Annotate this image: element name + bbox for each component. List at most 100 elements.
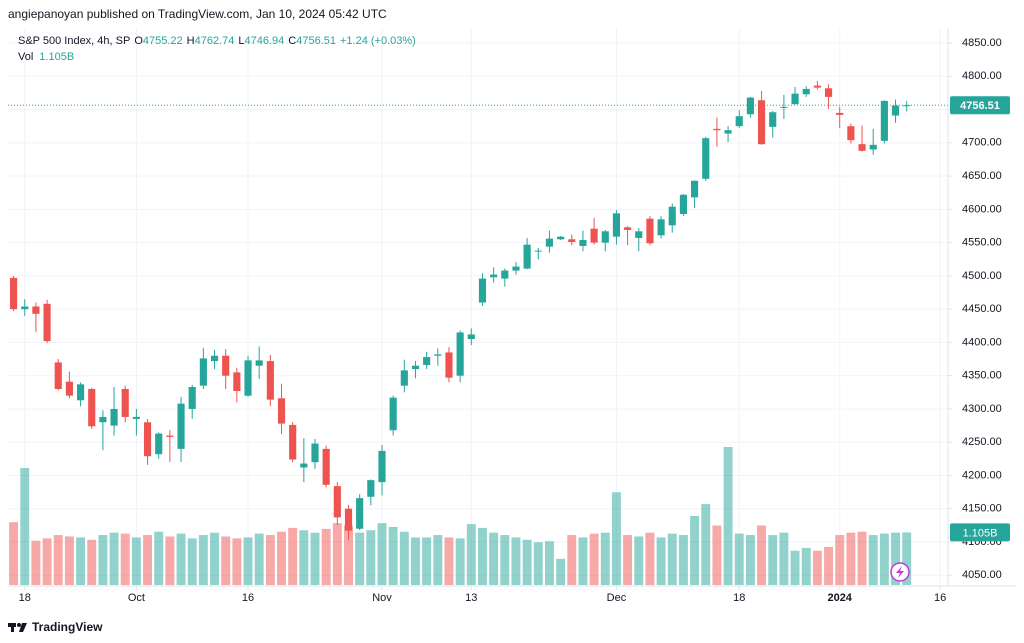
- candle-body: [612, 213, 621, 237]
- x-tick-label: 18: [19, 592, 31, 604]
- candle-body: [378, 450, 386, 483]
- candle-body: [478, 278, 487, 303]
- candle-body: [802, 88, 810, 95]
- x-tick-label: 16: [242, 592, 254, 604]
- candle-body: [43, 303, 51, 342]
- y-tick-label: 4300.00: [962, 403, 1002, 415]
- volume-bar: [578, 537, 588, 585]
- volume-bar: [265, 535, 275, 585]
- candle-body: [691, 180, 699, 198]
- volume-tag-label: 1.105B: [963, 527, 998, 539]
- volume-bar: [254, 533, 264, 585]
- candle-body: [635, 231, 643, 238]
- x-tick-label: 13: [465, 592, 477, 604]
- candle-body: [389, 397, 397, 431]
- candle-body: [155, 433, 163, 455]
- candle-body: [512, 266, 520, 271]
- field-value: 4746.94: [245, 35, 285, 47]
- volume-bar: [667, 533, 677, 585]
- candle-body: [791, 93, 799, 105]
- candles: [8, 80, 948, 541]
- candle-body: [891, 105, 900, 116]
- field-letter: O: [134, 35, 143, 47]
- candle-body: [456, 332, 464, 376]
- volume-bar: [288, 527, 298, 585]
- volume-value: 1.105B: [39, 51, 74, 63]
- volume-bar: [388, 526, 398, 585]
- candle-body: [657, 219, 665, 236]
- volume-bar: [734, 533, 744, 585]
- y-tick-label: 4250.00: [962, 436, 1002, 448]
- volume-bar: [165, 536, 175, 585]
- volume-bar: [53, 535, 63, 585]
- volume-bar: [757, 525, 767, 585]
- candle-body: [99, 416, 107, 423]
- volume-header: Vol 1.105B: [18, 51, 74, 63]
- volume-bar: [835, 535, 845, 585]
- volume-bar: [723, 447, 733, 585]
- volume-bar: [589, 533, 599, 585]
- volume-bar: [489, 532, 499, 585]
- volume-pane: [9, 447, 912, 585]
- volume-bar: [232, 538, 242, 585]
- volume-bar: [154, 531, 164, 585]
- candle-body: [266, 361, 274, 400]
- y-tick-label: 4400.00: [962, 336, 1002, 348]
- y-tick-label: 4650.00: [962, 170, 1002, 182]
- volume-bar: [544, 541, 554, 585]
- candle-body: [668, 206, 676, 226]
- volume-bar: [556, 558, 566, 585]
- volume-bar: [399, 531, 409, 585]
- candle-body: [579, 239, 587, 246]
- volume-bar: [611, 492, 621, 585]
- volume-bar: [478, 527, 487, 585]
- candle-body: [76, 384, 85, 401]
- candle-body: [713, 128, 721, 131]
- candle-body: [344, 508, 353, 531]
- candle-body: [467, 334, 475, 340]
- field-letter: C: [288, 35, 296, 47]
- volume-bar: [243, 537, 253, 585]
- volume-bar: [109, 532, 119, 585]
- candle-body: [824, 88, 833, 97]
- volume-bar: [87, 539, 97, 585]
- volume-bar: [366, 530, 376, 585]
- volume-bar: [857, 531, 867, 585]
- candle-body: [769, 112, 777, 127]
- y-tick-label: 4850.00: [962, 37, 1002, 49]
- volume-bar: [76, 537, 86, 585]
- y-tick-label: 4500.00: [962, 270, 1002, 282]
- y-tick-label: 4550.00: [962, 237, 1002, 249]
- volume-bar: [801, 547, 811, 585]
- candle-body: [679, 194, 687, 215]
- volume-bar: [466, 524, 476, 585]
- y-tick-label: 4600.00: [962, 203, 1002, 215]
- volume-bar: [522, 539, 532, 585]
- candle-body: [10, 277, 18, 310]
- candle-body: [311, 443, 319, 463]
- last-price-label: 4756.51: [960, 100, 1000, 112]
- candle-body: [132, 416, 140, 419]
- y-tick-label: 4450.00: [962, 303, 1002, 315]
- volume-bar: [678, 535, 688, 585]
- icon-bolt: [896, 566, 904, 578]
- candle-body: [54, 362, 62, 390]
- y-tick-label: 4150.00: [962, 503, 1002, 515]
- lightning-icon: [890, 562, 910, 582]
- candle-body: [601, 231, 609, 243]
- axes: 4050.004100.004150.004200.004250.004300.…: [19, 37, 1010, 604]
- volume-bar: [344, 525, 353, 585]
- field-letter: L: [238, 35, 244, 47]
- footer-logo: [8, 623, 27, 632]
- volume-bar: [902, 532, 912, 585]
- x-tick-label: Nov: [372, 592, 392, 604]
- candle-body: [523, 244, 531, 269]
- volume-bar: [701, 504, 711, 585]
- volume-bar: [42, 538, 52, 585]
- volume-bar: [891, 532, 900, 585]
- volume-bar: [567, 535, 577, 585]
- candle-body: [880, 100, 888, 141]
- candle-body: [110, 408, 118, 426]
- y-tick-label: 4350.00: [962, 370, 1002, 382]
- candle-body: [300, 463, 308, 468]
